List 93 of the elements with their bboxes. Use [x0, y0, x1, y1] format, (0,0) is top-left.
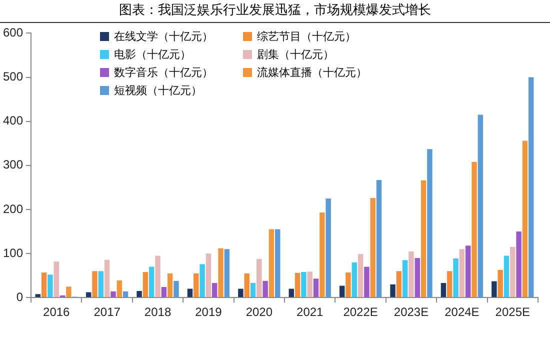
bar: [320, 212, 325, 298]
bar: [238, 288, 244, 298]
bar: [148, 266, 154, 298]
bar: [301, 272, 306, 298]
x-tick-label: 2019: [195, 305, 222, 320]
bar: [98, 271, 104, 298]
bar: [352, 262, 358, 298]
bar: [136, 290, 142, 298]
bar: [161, 287, 167, 298]
bar: [122, 291, 128, 298]
bar: [268, 229, 274, 298]
x-tick-label: 2023E: [394, 305, 429, 320]
bar: [66, 286, 72, 298]
bar: [420, 180, 426, 298]
bar: [396, 271, 402, 298]
bar: [104, 260, 110, 298]
bar: [364, 266, 370, 298]
legend-label: 剧集（十亿元）: [257, 47, 334, 62]
bar: [427, 149, 432, 298]
bar: [522, 140, 528, 298]
bar: [339, 286, 345, 298]
bar: [116, 280, 122, 298]
bar: [35, 294, 41, 298]
bar: [504, 256, 510, 298]
x-tick-label: 2021: [296, 305, 324, 320]
bar: [41, 272, 47, 298]
bar: [110, 291, 116, 298]
bar: [459, 249, 465, 298]
bar: [194, 273, 199, 298]
bar: [92, 271, 98, 298]
bar: [510, 246, 516, 298]
bar: [376, 180, 382, 298]
x-tick-label: 2020: [246, 305, 273, 320]
bar: [174, 280, 179, 298]
bar: [528, 77, 534, 298]
legend-label: 流媒体直播（十亿元）: [257, 65, 367, 80]
legend-label: 数字音乐（十亿元）: [114, 65, 213, 80]
bar: [447, 271, 452, 298]
bar: [516, 232, 522, 298]
x-tick-label: 2016: [43, 305, 70, 320]
x-tick-label: 2025E: [495, 305, 530, 320]
bar: [187, 288, 193, 298]
bar: [212, 283, 218, 298]
bar: [307, 272, 312, 298]
bar: [453, 258, 458, 298]
bar: [414, 258, 420, 298]
y-tick-label: 400: [2, 114, 24, 128]
x-tick-label: 2024E: [444, 305, 480, 320]
bar: [206, 254, 212, 298]
y-tick-label: 0: [16, 290, 24, 304]
bar: [218, 248, 224, 298]
bar: [492, 281, 497, 298]
bar: [288, 288, 294, 298]
bar: [402, 260, 408, 298]
bar: [224, 249, 230, 298]
x-tick-label: 2017: [94, 305, 121, 320]
bar: [244, 273, 250, 298]
y-tick-label: 100: [2, 246, 24, 260]
legend-label: 短视频（十亿元）: [114, 83, 202, 98]
bar: [478, 114, 484, 298]
legend-label: 在线文学（十亿元）: [114, 29, 213, 44]
y-tick-label: 300: [2, 158, 24, 172]
bar: [86, 292, 92, 298]
bar: [408, 251, 414, 298]
bar: [370, 198, 376, 298]
bar: [346, 272, 351, 298]
bar: [390, 284, 396, 298]
bar: [294, 272, 300, 298]
bar: [262, 280, 268, 298]
bar: [275, 229, 280, 298]
bar: [498, 270, 503, 298]
legend-label: 电影（十亿元）: [114, 47, 191, 62]
bar: [358, 254, 364, 298]
bar: [256, 258, 262, 298]
bar: [326, 198, 331, 298]
bar: [313, 278, 319, 298]
bar: [440, 283, 446, 298]
y-tick-label: 500: [2, 70, 24, 84]
x-tick-label: 2022E: [343, 305, 378, 320]
bar: [472, 162, 477, 298]
bar: [250, 283, 256, 298]
bar: [167, 273, 173, 298]
y-tick-label: 600: [2, 26, 24, 40]
x-tick-label: 2018: [144, 305, 172, 320]
y-tick-label: 200: [2, 202, 24, 216]
bar: [465, 246, 471, 298]
bar: [54, 261, 59, 298]
bar: [142, 272, 148, 298]
bar: [48, 274, 53, 298]
bar: [155, 256, 160, 298]
bar: [200, 264, 205, 298]
legend-label: 综艺节目（十亿元）: [257, 29, 356, 44]
chart-title: 图表：我国泛娱乐行业发展迅猛，市场规模爆发式增长: [0, 0, 550, 23]
